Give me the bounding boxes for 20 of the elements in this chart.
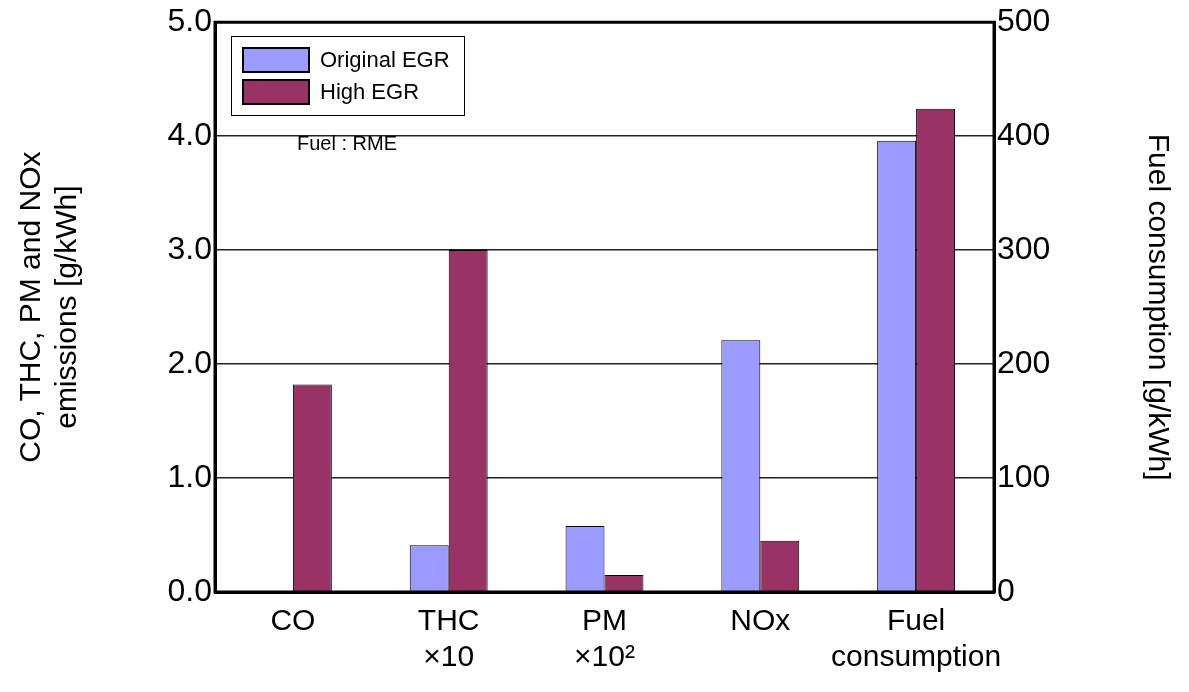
x-tick-label: NOx: [730, 603, 791, 637]
y-tick-label: 4.0: [167, 115, 212, 152]
y2-tick-label: 100: [997, 457, 1051, 494]
x-tick-label: PM ×10²: [574, 603, 635, 673]
y-tick-label: 2.0: [167, 343, 212, 380]
y-axis-title: CO, THC, PM and NOx emissions [g/kWh]: [13, 151, 83, 463]
y-tick-label: 1.0: [167, 457, 212, 494]
y-tick-label: 3.0: [167, 229, 212, 266]
y-tick-label: 0.0: [167, 571, 212, 608]
x-tick-label: CO: [270, 603, 316, 637]
y-tick-label: 5.0: [167, 2, 212, 39]
y2-tick-label: 300: [997, 229, 1051, 266]
legend-label: High EGR: [320, 79, 420, 106]
annotation: Fuel : RME: [297, 131, 398, 154]
x-tick-label: THC ×10: [417, 603, 480, 673]
y2-axis-title: Fuel consumption [g/kWh]: [1142, 133, 1176, 481]
y2-tick-label: 400: [997, 115, 1051, 152]
y2-tick-label: 500: [997, 2, 1051, 39]
legend-label: Original EGR: [320, 47, 450, 74]
y2-tick-label: 200: [997, 343, 1051, 380]
